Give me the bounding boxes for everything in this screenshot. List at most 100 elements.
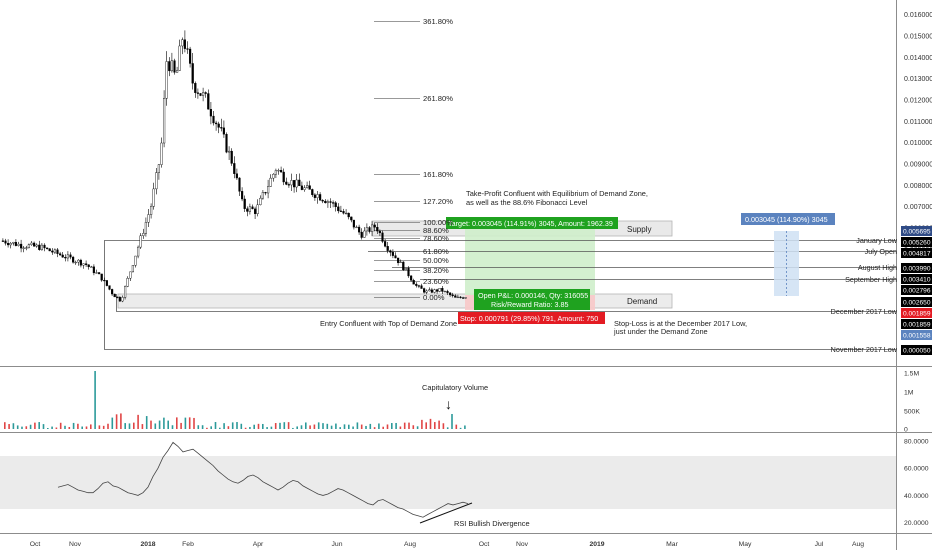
time-axis-tick: Oct (30, 541, 41, 548)
price-badge-box (901, 248, 932, 258)
price-badge: 0.001859 (903, 310, 931, 317)
open-pnl-box (474, 289, 590, 310)
measure-tool[interactable]: 0.003045 (114.90%) 3045 (741, 213, 835, 296)
candle (253, 208, 257, 214)
candle (59, 253, 62, 256)
volume-bar (137, 414, 139, 429)
volume-bar (133, 422, 135, 429)
rsi-line (57, 441, 469, 518)
candle (61, 254, 64, 258)
candle (105, 280, 108, 286)
candle (87, 264, 90, 268)
candle (46, 247, 49, 249)
candle (277, 170, 280, 172)
profit-area (465, 225, 595, 295)
volume-bar (223, 423, 225, 429)
volume-bar (356, 422, 359, 429)
target-label-box (446, 217, 618, 229)
volume-bar (262, 423, 264, 429)
level-label-july-open: July Open (865, 247, 897, 256)
candle (14, 242, 17, 246)
candle (358, 226, 361, 233)
candle (162, 98, 166, 144)
time-axis-tick: Nov (516, 541, 529, 548)
candle (4, 240, 7, 244)
volume-bar (111, 417, 114, 429)
candle (423, 288, 426, 293)
price-badge-box (901, 226, 932, 236)
candle (404, 267, 407, 271)
candle (191, 63, 194, 84)
volume-bar (21, 426, 23, 429)
candle (136, 246, 140, 257)
volume-bar (335, 423, 337, 429)
volume-bar (313, 424, 316, 429)
candle (347, 212, 350, 218)
rsi-axis-tick: 20.0000 (904, 520, 929, 527)
time-axis-tick: Feb (182, 541, 194, 548)
candle (363, 230, 366, 238)
candle (97, 272, 101, 275)
candle (126, 278, 129, 287)
price-badge: 0.001859 (903, 321, 931, 328)
time-axis-tick: Mar (666, 541, 678, 548)
candle (142, 233, 145, 236)
price-badge: 0.005260 (903, 239, 931, 246)
price-badge-box (901, 237, 932, 247)
candle (264, 192, 267, 194)
volume-bar (167, 420, 169, 429)
candle (285, 181, 288, 185)
candle (456, 296, 459, 299)
price-axis-tick: 0.010000 (904, 140, 932, 147)
candle (415, 283, 418, 286)
fib-level-label: 23.60% (423, 277, 449, 286)
candle (27, 244, 30, 248)
fib-level-label: 361.80% (423, 17, 453, 26)
volume-bar (163, 417, 165, 429)
candle (259, 197, 262, 206)
fibonacci-extension[interactable]: 361.80% 261.80% 161.80% 127.20% 100.00%88.60… (374, 17, 453, 302)
candle (165, 61, 168, 99)
time-axis-tick: Oct (479, 541, 490, 548)
price-axis-tick: 0.012000 (904, 97, 932, 104)
horizontal-levels (104, 240, 896, 350)
level-label-january-low: January Low (856, 236, 898, 245)
volume-bar (150, 420, 152, 429)
volume-bar (270, 426, 273, 429)
candle (64, 257, 67, 259)
fib-level-label: 61.80% (423, 247, 449, 256)
candle (235, 173, 238, 179)
volume-bar (249, 426, 251, 429)
candle (326, 201, 329, 204)
volume-bar (330, 425, 333, 429)
volume-bar (451, 414, 453, 429)
candle (181, 39, 184, 47)
volume-bar (154, 423, 157, 429)
candle (207, 93, 210, 110)
fib-level-label: 261.80% (423, 94, 453, 103)
rsi-axis-tick: 40.0000 (904, 493, 929, 500)
volume-bar (184, 417, 187, 429)
volume-bar (395, 422, 397, 429)
volume-bar (378, 423, 380, 429)
candlestick-series (1, 30, 467, 303)
candle (316, 194, 319, 198)
risk-reward-label: Risk/Reward Ratio: 3.85 (491, 300, 569, 309)
measure-label: 0.003045 (114.90%) 3045 (745, 215, 828, 224)
candle (199, 93, 202, 96)
position-tool[interactable]: Target: 0.003045 (114.91%) 3045, Amount:… (446, 217, 618, 324)
candle (238, 177, 241, 192)
candle (69, 254, 72, 258)
capitulatory-volume-annotation: Capitulatory Volume ↓ (422, 383, 488, 412)
candle (217, 123, 220, 128)
candle (290, 180, 293, 186)
candle (282, 171, 285, 183)
candle (6, 242, 10, 246)
candle (222, 127, 225, 135)
candle (225, 133, 228, 153)
candle (116, 296, 119, 298)
price-axis-tick: 0.007000 (904, 204, 932, 211)
level-label-september-high: September High (845, 275, 897, 284)
candle (246, 208, 249, 212)
candle (261, 192, 264, 199)
